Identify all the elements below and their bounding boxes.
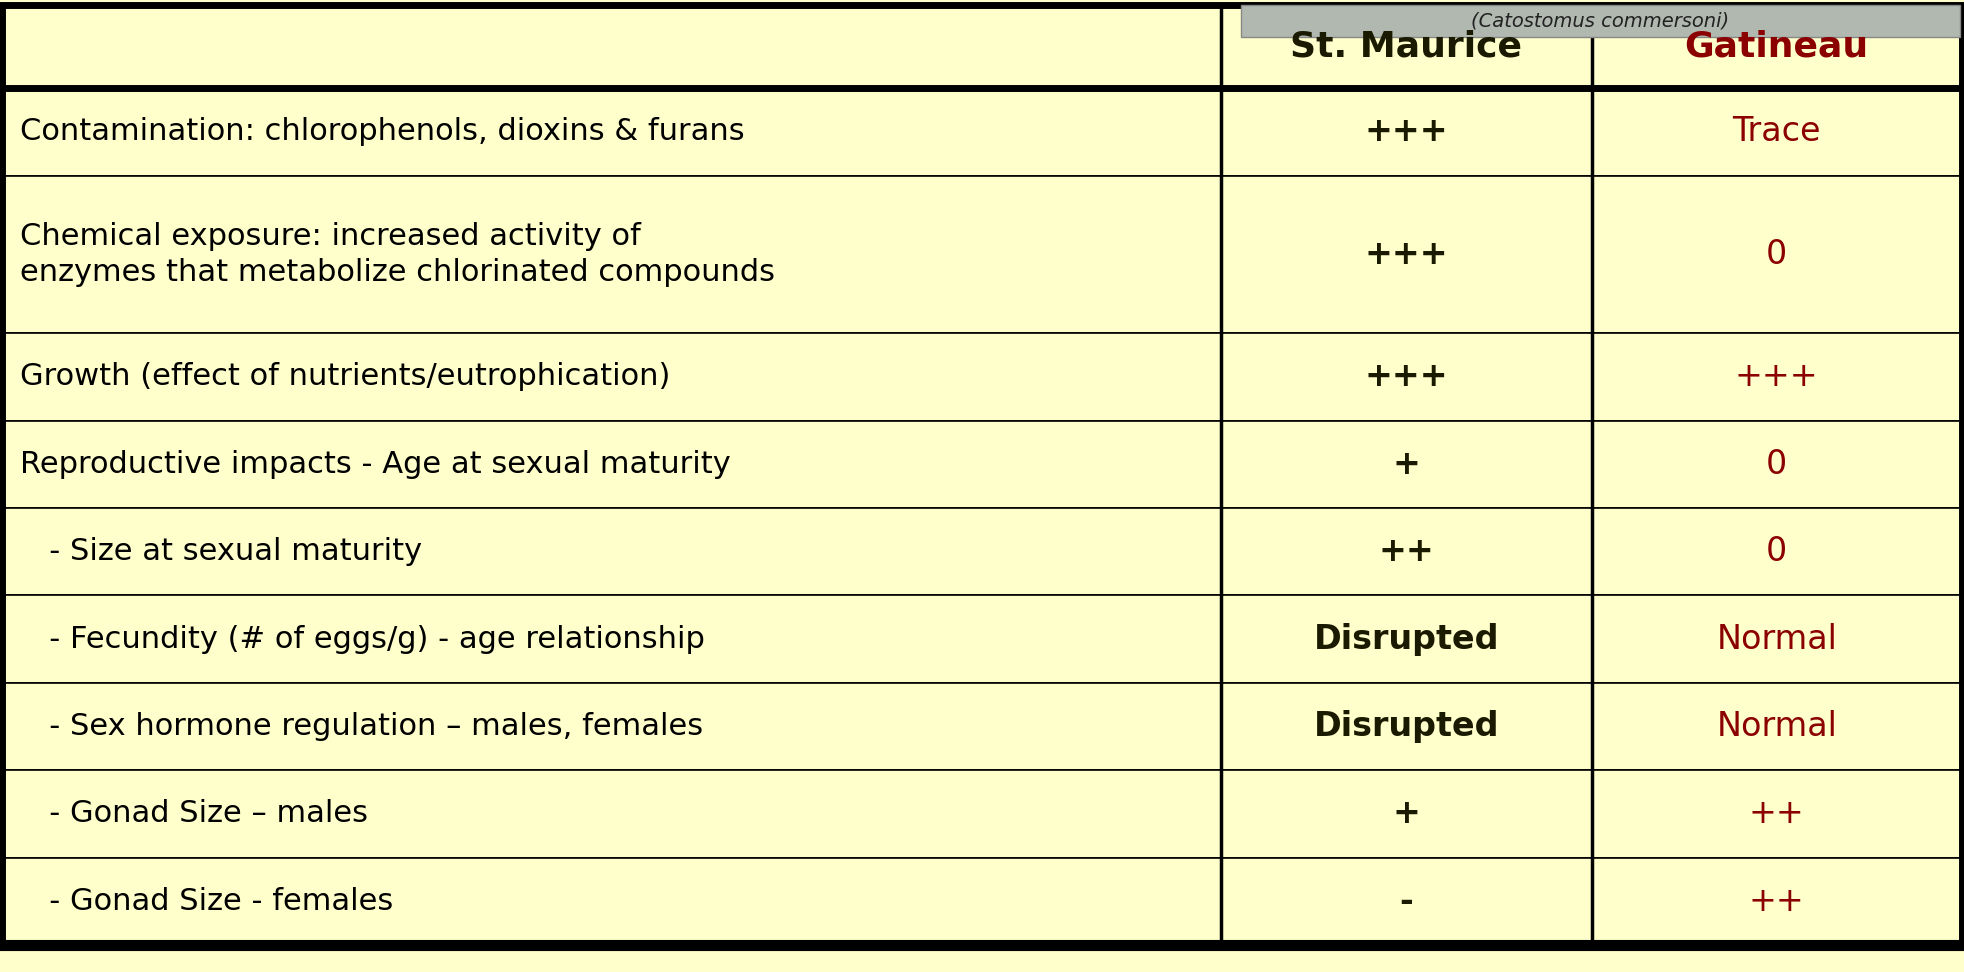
Bar — [2, 176, 1222, 333]
Bar — [1222, 682, 1591, 770]
Bar — [2, 770, 1222, 857]
Bar — [1591, 596, 1962, 682]
Bar — [1591, 333, 1962, 421]
Bar — [1591, 421, 1962, 508]
Bar — [1591, 5, 1962, 88]
Text: +: + — [1392, 797, 1420, 830]
Bar — [1222, 421, 1591, 508]
Bar — [2, 596, 1222, 682]
Text: +++: +++ — [1365, 361, 1447, 394]
Text: Contamination: chlorophenols, dioxins & furans: Contamination: chlorophenols, dioxins & … — [20, 118, 744, 147]
Text: Gatineau: Gatineau — [1685, 29, 1870, 63]
Text: 0: 0 — [1766, 536, 1787, 569]
Text: Reproductive impacts - Age at sexual maturity: Reproductive impacts - Age at sexual mat… — [20, 450, 731, 479]
Text: St. Maurice: St. Maurice — [1290, 29, 1522, 63]
Bar — [1591, 176, 1962, 333]
Bar — [1222, 5, 1591, 88]
Bar — [2, 5, 1222, 88]
Text: Trace: Trace — [1732, 116, 1821, 149]
Bar — [1222, 596, 1591, 682]
Bar — [1591, 508, 1962, 596]
Bar — [1222, 857, 1591, 945]
Text: (Catostomus commersoni): (Catostomus commersoni) — [1471, 12, 1730, 30]
Text: 0: 0 — [1766, 238, 1787, 271]
Bar — [2, 857, 1222, 945]
Text: Disrupted: Disrupted — [1314, 623, 1499, 656]
Text: Chemical exposure: increased activity of
enzymes that metabolize chlorinated com: Chemical exposure: increased activity of… — [20, 222, 776, 287]
Bar — [1222, 508, 1591, 596]
Text: - Gonad Size – males: - Gonad Size – males — [20, 799, 367, 828]
Bar — [1591, 88, 1962, 176]
Bar — [1591, 857, 1962, 945]
Text: Disrupted: Disrupted — [1314, 710, 1499, 743]
Text: +++: +++ — [1365, 238, 1447, 271]
Bar — [1591, 682, 1962, 770]
Bar — [2, 682, 1222, 770]
Text: 0: 0 — [1766, 448, 1787, 481]
Bar — [1222, 176, 1591, 333]
Text: +: + — [1392, 448, 1420, 481]
Text: - Gonad Size - females: - Gonad Size - females — [20, 886, 393, 916]
Bar — [2, 421, 1222, 508]
Text: Growth (effect of nutrients/eutrophication): Growth (effect of nutrients/eutrophicati… — [20, 363, 670, 392]
Text: ++: ++ — [1748, 885, 1805, 918]
Text: +++: +++ — [1365, 116, 1447, 149]
Bar — [1222, 770, 1591, 857]
Text: - Sex hormone regulation – males, females: - Sex hormone regulation – males, female… — [20, 712, 703, 741]
Text: Normal: Normal — [1717, 623, 1836, 656]
Text: ++: ++ — [1379, 536, 1434, 569]
Bar — [1591, 770, 1962, 857]
Text: -: - — [1400, 885, 1414, 918]
Text: - Size at sexual maturity: - Size at sexual maturity — [20, 538, 422, 567]
Bar — [2, 508, 1222, 596]
Bar — [1222, 88, 1591, 176]
Bar — [2, 333, 1222, 421]
Text: +++: +++ — [1734, 361, 1819, 394]
Bar — [2, 88, 1222, 176]
Text: ++: ++ — [1748, 797, 1805, 830]
Bar — [1222, 333, 1591, 421]
Text: Normal: Normal — [1717, 710, 1836, 743]
Bar — [1241, 5, 1960, 37]
Text: - Fecundity (# of eggs/g) - age relationship: - Fecundity (# of eggs/g) - age relation… — [20, 625, 705, 653]
